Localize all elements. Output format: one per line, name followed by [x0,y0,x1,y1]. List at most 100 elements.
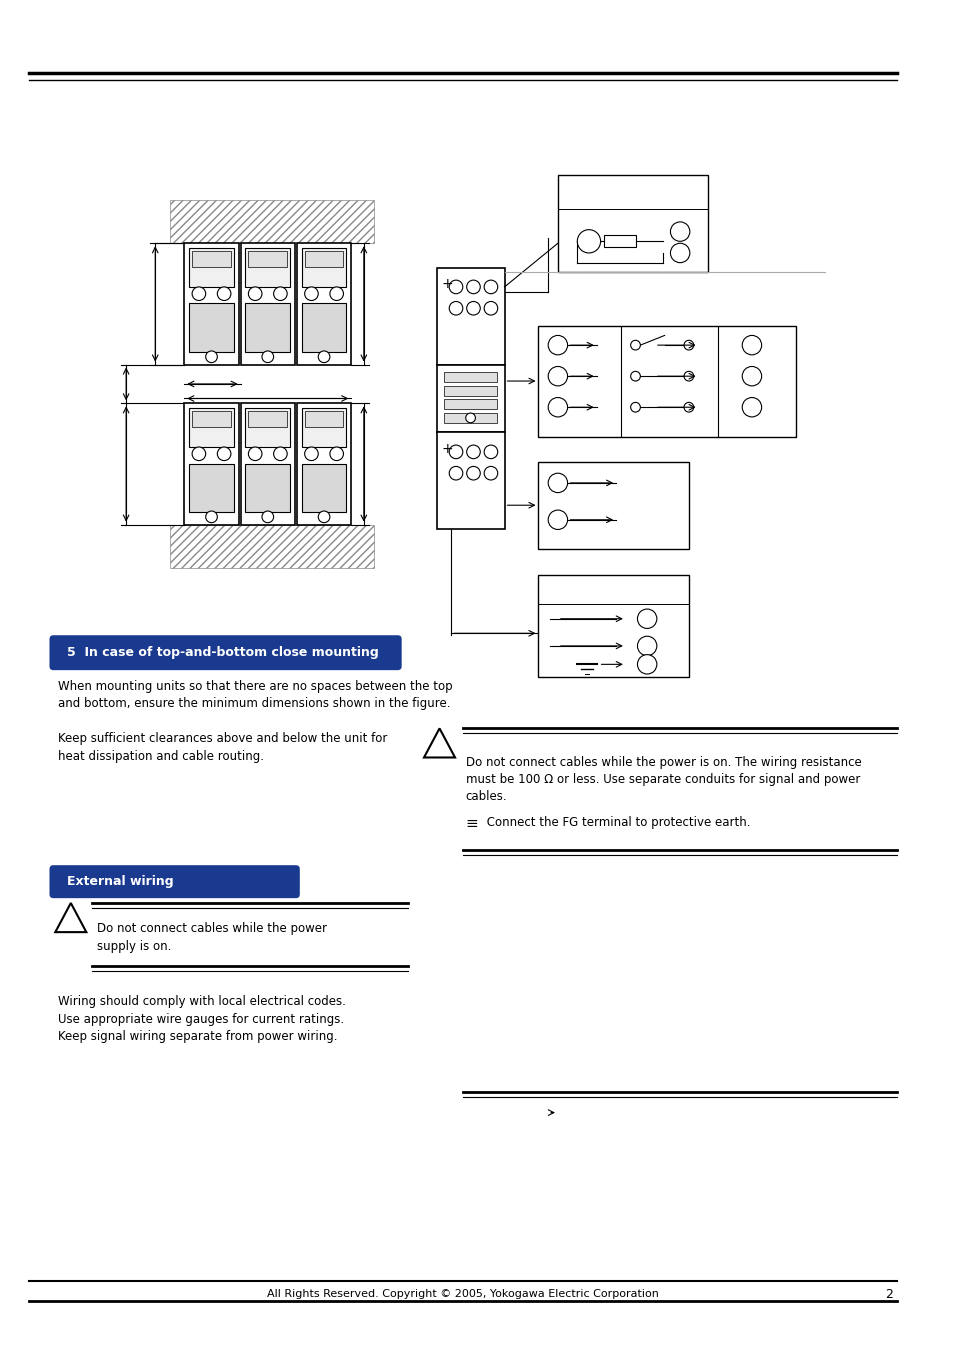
Circle shape [548,397,567,417]
Circle shape [630,403,639,412]
Text: heat dissipation and cable routing.: heat dissipation and cable routing. [58,750,264,763]
Circle shape [449,280,462,293]
Bar [436,267,504,365]
Text: Keep sufficient clearances above and below the unit for: Keep sufficient clearances above and bel… [58,732,387,746]
Circle shape [637,636,657,655]
Circle shape [741,335,760,355]
FancyBboxPatch shape [50,865,299,898]
Circle shape [637,655,657,674]
Bar [301,304,346,351]
Circle shape [274,286,287,300]
Bar [301,463,346,512]
Bar [245,408,290,447]
Text: 5  In case of top-and-bottom close mounting: 5 In case of top-and-bottom close mounti… [67,646,378,659]
Circle shape [192,286,206,300]
Bar [245,304,290,351]
Bar [558,176,707,273]
Circle shape [548,335,567,355]
Text: must be 100 Ω or less. Use separate conduits for signal and power: must be 100 Ω or less. Use separate cond… [465,773,860,786]
Circle shape [262,511,274,523]
Bar [537,462,688,549]
Circle shape [683,372,693,381]
Circle shape [318,511,330,523]
Circle shape [449,301,462,315]
Circle shape [483,444,497,458]
Circle shape [330,447,343,461]
Circle shape [248,447,262,461]
Circle shape [192,447,206,461]
Bar [301,408,346,447]
Circle shape [466,444,479,458]
Bar [537,576,688,677]
Bar [604,235,635,247]
Circle shape [741,366,760,386]
Text: Wiring should comply with local electrical codes.: Wiring should comply with local electric… [58,996,346,1008]
Circle shape [274,447,287,461]
Circle shape [483,280,497,293]
Circle shape [466,280,479,293]
Circle shape [206,351,217,362]
Circle shape [465,413,475,423]
Circle shape [466,301,479,315]
Circle shape [630,340,639,350]
Circle shape [483,466,497,480]
Bar [444,400,497,409]
Bar [444,386,497,396]
Circle shape [248,286,262,300]
Text: !: ! [436,738,442,750]
Text: External wiring: External wiring [67,875,173,888]
Bar [192,411,231,427]
Circle shape [637,609,657,628]
Circle shape [670,222,689,242]
Circle shape [330,286,343,300]
Bar [170,524,374,569]
Bar [189,249,233,286]
Bar [192,251,231,266]
Bar [184,404,238,524]
Text: Do not connect cables while the power: Do not connect cables while the power [97,923,327,935]
Circle shape [449,444,462,458]
Bar [296,404,351,524]
Circle shape [206,511,217,523]
Bar [304,411,343,427]
Circle shape [318,351,330,362]
Text: Keep signal wiring separate from power wiring.: Keep signal wiring separate from power w… [58,1029,337,1043]
Polygon shape [55,902,87,932]
Bar [436,365,504,432]
Bar [248,251,287,266]
Circle shape [217,447,231,461]
Circle shape [670,243,689,262]
Text: 2: 2 [883,1288,892,1301]
Bar [537,326,795,438]
Circle shape [304,447,318,461]
Bar [444,373,497,382]
Bar [240,404,294,524]
Circle shape [548,511,567,530]
Text: supply is on.: supply is on. [97,940,172,952]
Circle shape [577,230,600,253]
Circle shape [630,372,639,381]
Text: +: + [441,277,453,292]
Circle shape [683,340,693,350]
Bar [245,463,290,512]
Circle shape [483,301,497,315]
Text: Use appropriate wire gauges for current ratings.: Use appropriate wire gauges for current … [58,1013,344,1025]
Polygon shape [423,728,455,758]
Bar [189,304,233,351]
Text: +: + [441,442,453,457]
Bar [301,249,346,286]
Circle shape [304,286,318,300]
Text: All Rights Reserved. Copyright © 2005, Yokogawa Electric Corporation: All Rights Reserved. Copyright © 2005, Y… [267,1289,659,1300]
Bar [240,243,294,365]
Text: cables.: cables. [465,790,507,804]
Text: Do not connect cables while the power is on. The wiring resistance: Do not connect cables while the power is… [465,755,861,769]
Bar [436,432,504,530]
Circle shape [548,366,567,386]
Bar [304,251,343,266]
Text: ≡: ≡ [465,816,478,831]
Text: and bottom, ensure the minimum dimensions shown in the figure.: and bottom, ensure the minimum dimension… [58,697,450,711]
Bar [170,200,374,243]
Text: !: ! [68,912,73,925]
Bar [444,413,497,423]
Text: Connect the FG terminal to protective earth.: Connect the FG terminal to protective ea… [482,816,750,828]
